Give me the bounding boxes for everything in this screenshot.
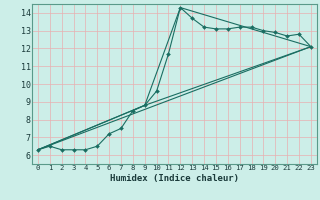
X-axis label: Humidex (Indice chaleur): Humidex (Indice chaleur) bbox=[110, 174, 239, 183]
